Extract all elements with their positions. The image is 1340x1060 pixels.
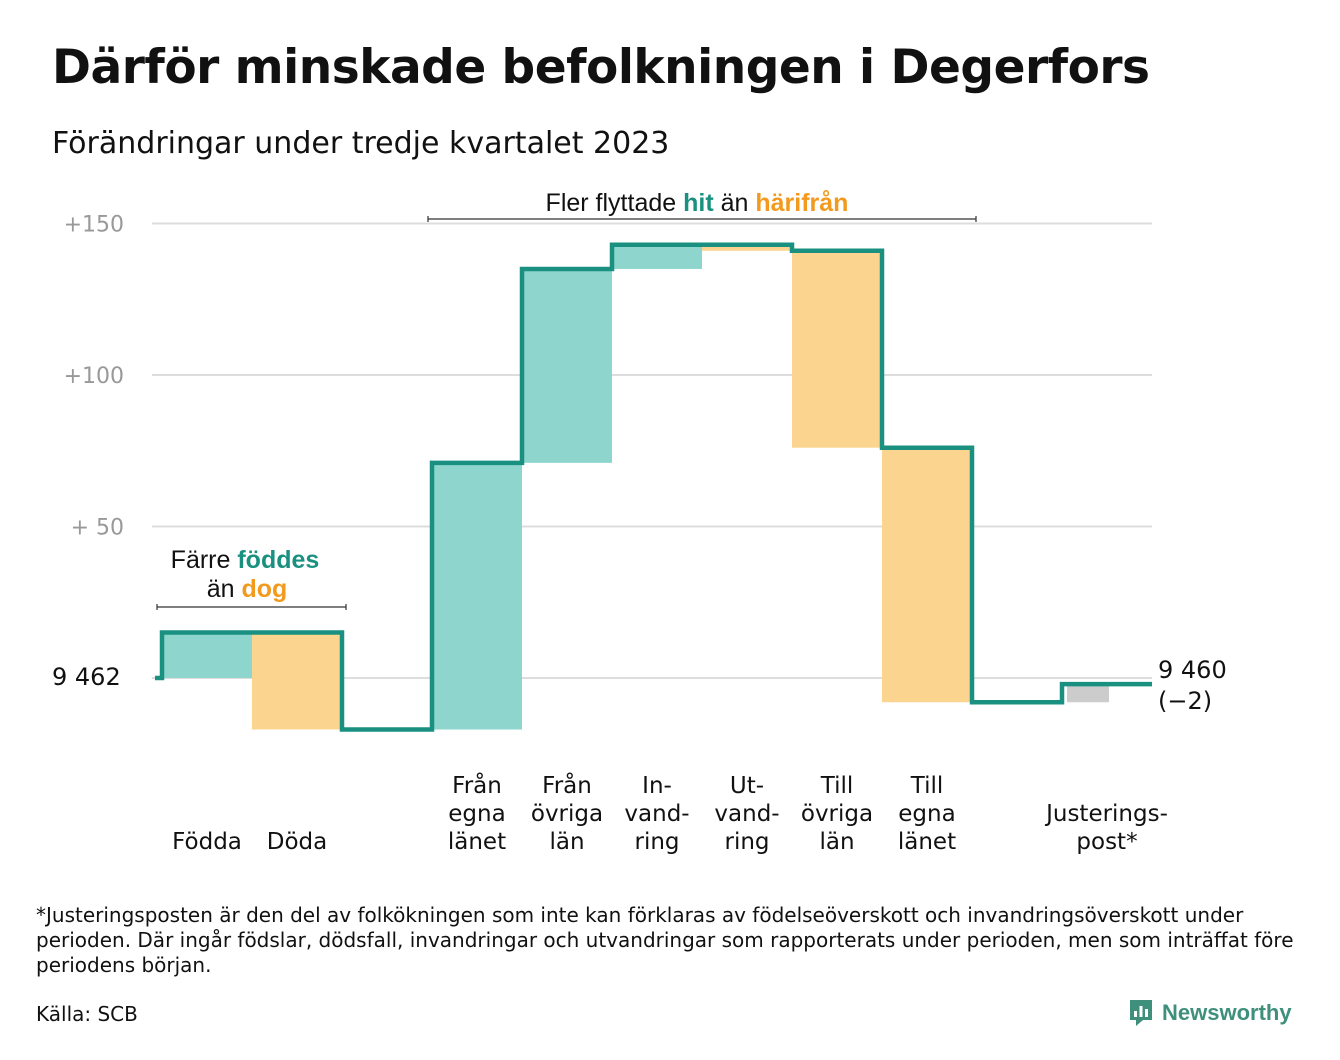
x-axis-label: In-	[642, 773, 672, 799]
x-axis-label: län	[549, 829, 584, 855]
annotation-birth-line2: än dog	[207, 575, 288, 603]
x-axis-label: egna	[448, 801, 505, 827]
annotations: Färre föddes än dog Fler flyttade hit än…	[156, 189, 977, 610]
bar-inflow	[432, 462, 522, 730]
bar-outflow	[702, 244, 792, 251]
y-tick-label: +100	[64, 364, 124, 389]
x-axis-label: länet	[898, 829, 956, 855]
x-axis-label: Från	[452, 771, 502, 799]
end-value-label: 9 460	[1158, 656, 1227, 684]
annotation-move-text-b: hit	[683, 189, 714, 217]
x-axis-label: övriga	[531, 801, 603, 827]
x-axis-labels: Födda DödaFrånegnalänetFrånövrigalänIn-va…	[172, 771, 1168, 855]
grid-lines	[152, 222, 1152, 679]
bar-inflow	[612, 244, 702, 269]
x-axis-label: Till	[910, 773, 944, 799]
x-axis-label: egna	[898, 801, 955, 827]
annotation-move: Fler flyttade hit än härifrån	[427, 189, 977, 222]
bar-outflow	[252, 632, 342, 730]
chart-title: Därför minskade befolkningen i Degerfors	[52, 40, 1150, 95]
annotation-birth-text-a: Färre	[171, 546, 238, 574]
annotation-move-text-c: än	[714, 189, 756, 217]
annotation-birth-text-c: än	[207, 575, 242, 603]
y-tick-label: +150	[64, 213, 124, 238]
x-axis-label: län	[819, 829, 854, 855]
annotation-move-bracket	[427, 216, 977, 222]
source-label: Källa: SCB	[36, 1002, 138, 1026]
x-axis-label: ring	[634, 829, 679, 855]
x-axis-label: Födda	[172, 829, 242, 855]
annotation-birth-text-d: dog	[241, 575, 287, 603]
y-tick-label: + 50	[71, 516, 124, 541]
brand-name: Newsworthy	[1162, 1000, 1292, 1025]
annotation-birth-line1: Färre föddes	[171, 546, 320, 574]
newsworthy-logo-icon	[1130, 1000, 1152, 1026]
annotation-birth-text-b: föddes	[237, 546, 319, 574]
footnote: *Justeringsposten är den del av folkökni…	[36, 903, 1294, 977]
annotation-birth-bracket	[156, 604, 347, 610]
annotation-move-text: Fler flyttade hit än härifrån	[546, 189, 849, 217]
x-axis-label: Från	[542, 771, 592, 799]
bars	[162, 244, 1109, 730]
x-axis-label: Ut-	[730, 773, 764, 799]
start-value-label: 9 462	[52, 663, 121, 691]
x-axis-label: övriga	[801, 801, 873, 827]
waterfall-chart: +150+100+ 50 Födda DödaFrånegnalänetFrånö…	[52, 189, 1227, 855]
y-axis-ticks: +150 +100 + 50	[64, 213, 124, 541]
x-axis-label: Justerings-	[1044, 801, 1168, 827]
x-axis-label: post*	[1076, 829, 1137, 855]
brand: Newsworthy	[1128, 998, 1292, 1028]
step-line	[155, 242, 1152, 732]
annotation-move-text-d: härifrån	[755, 189, 848, 217]
annotation-birth: Färre föddes än dog	[156, 546, 347, 610]
x-axis-label: vand-	[714, 801, 779, 827]
chart-subtitle: Förändringar under tredje kvartalet 2023	[52, 126, 670, 161]
annotation-move-text-a: Fler flyttade	[546, 189, 684, 217]
x-axis-label: Döda	[267, 829, 327, 855]
end-change-label: (−2)	[1158, 687, 1212, 715]
x-axis-label: ring	[724, 829, 769, 855]
cumulative-step-line	[155, 242, 1152, 732]
bar-outflow	[882, 447, 972, 703]
x-axis-label: Till	[820, 773, 854, 799]
bar-inflow	[522, 268, 612, 463]
bar-adjustment	[1067, 684, 1109, 703]
bar-outflow	[792, 250, 882, 448]
x-axis-label: vand-	[624, 801, 689, 827]
x-axis-label: länet	[448, 829, 506, 855]
bar-inflow	[162, 632, 252, 678]
